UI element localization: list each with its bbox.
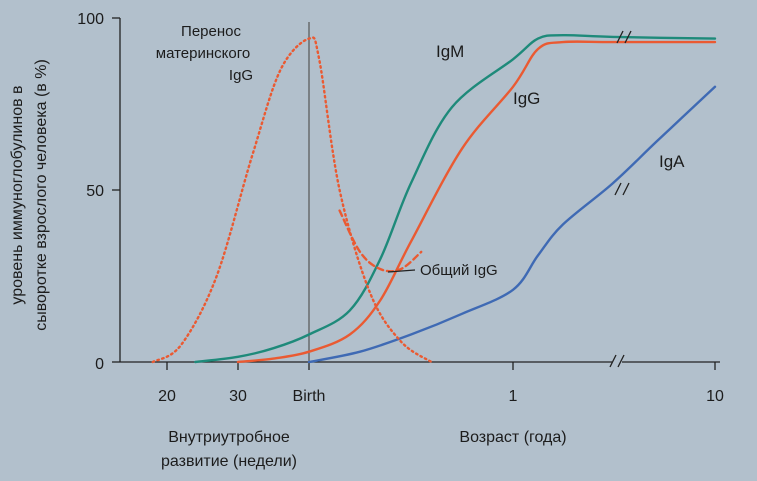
annotation-maternal-line-1: Перенос [181, 23, 241, 40]
x-tick-label-10: 10 [706, 388, 724, 405]
annotation-maternal-line-3: IgG [229, 67, 253, 84]
series-line-1 [236, 40, 717, 364]
series-label-iga: IgA [659, 152, 685, 171]
x-axis-title-postnatal: Возраст (года) [459, 429, 566, 446]
series-break-mark-upper [616, 30, 632, 44]
series-line-4 [338, 209, 423, 273]
x-axis-break-mark [609, 354, 625, 368]
x-axis-title-prenatal-line-1: Внутриутробное [168, 429, 290, 446]
series-line-3 [151, 36, 433, 364]
x-tick-label-1: 1 [509, 388, 518, 405]
annotation-total-igg: Общий IgG [420, 262, 498, 279]
total-igg-leader [387, 269, 416, 273]
annotation-maternal-line-2: материнского [156, 45, 250, 62]
x-tick-label-30: 30 [229, 388, 247, 405]
series-label-igm: IgM [436, 42, 464, 61]
series-label-igg: IgG [513, 89, 540, 108]
y-tick-label-100: 100 [77, 11, 104, 28]
x-tick-label-20: 20 [158, 388, 176, 405]
y-axis-title-line-2: сыворотке взрослого человека (в %) [33, 59, 50, 331]
series-line-0 [194, 33, 717, 364]
x-tick-label-birth: Birth [293, 388, 326, 405]
y-tick-label-0: 0 [95, 356, 104, 373]
y-axis-title-line-1: уровень иммуноглобулинов в [9, 85, 26, 304]
y-tick-label-50: 50 [86, 183, 104, 200]
x-axis-title-prenatal-line-2: развитие (недели) [161, 453, 297, 470]
series-line-2 [307, 85, 717, 364]
series-break-mark-iga [614, 182, 630, 196]
